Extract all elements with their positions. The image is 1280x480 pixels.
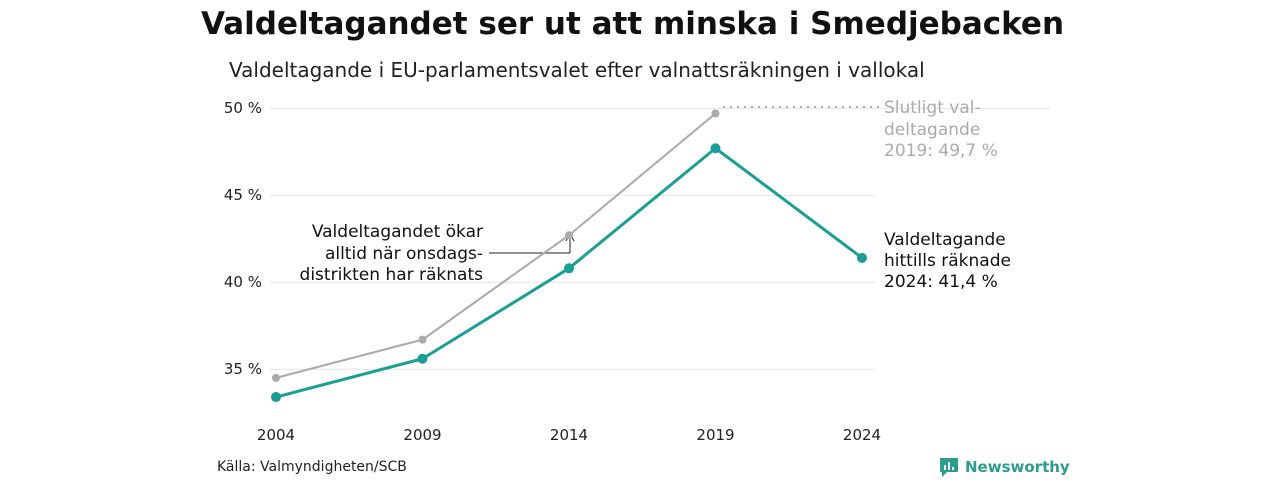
annotation-final-line-2: deltagande: [884, 120, 980, 140]
x-axis-ticks: 2004 2009 2014 2019 2024: [257, 426, 881, 444]
data-point-final: [565, 231, 573, 240]
annotation-note-line-1: Valdeltagandet ökar: [312, 222, 483, 242]
x-tick-label: 2014: [550, 426, 588, 444]
annotation-note-line-2: alltid när onsdags-: [325, 244, 483, 264]
annotation-note-line-3: distrikten har räknats: [300, 265, 484, 285]
series-line-final: [275, 112, 717, 379]
x-tick-label: 2019: [696, 426, 734, 444]
source-note: Källa: Valmyndigheten/SCB: [217, 459, 407, 475]
data-point-current: [271, 392, 281, 403]
annotation-final-line-3: 2019: 49,7 %: [884, 141, 998, 161]
annotation-final-line-1: Slutligt val-: [884, 98, 981, 118]
y-tick-label: 45 %: [224, 186, 262, 204]
chart-title: Valdeltagandet ser ut att minska i Smedj…: [200, 6, 1065, 42]
brand-name: Newsworthy: [965, 458, 1070, 476]
y-tick-label: 35 %: [224, 360, 262, 378]
data-point-final: [272, 373, 280, 382]
newsworthy-logo-icon: [940, 458, 958, 477]
brand-logo[interactable]: Newsworthy: [938, 456, 1070, 478]
chart-subtitle: Valdeltagande i EU-parlamentsvalet efter…: [229, 58, 925, 82]
data-point-final: [711, 109, 720, 118]
y-tick-label: 50 %: [224, 99, 262, 117]
annotation-current-line-2: hittills räknade: [884, 251, 1011, 271]
data-point-current: [564, 263, 574, 274]
x-tick-label: 2024: [843, 426, 881, 444]
data-point-final: [418, 335, 427, 344]
annotation-current-line-3: 2024: 41,4 %: [884, 272, 998, 292]
y-axis-ticks: 35 % 40 % 45 % 50 %: [224, 99, 262, 378]
y-tick-label: 40 %: [224, 273, 262, 291]
data-point-current: [417, 353, 428, 364]
annotation-current-line-1: Valdeltagande: [884, 230, 1006, 250]
x-tick-label: 2004: [257, 426, 295, 444]
x-tick-label: 2009: [403, 426, 441, 444]
series-group: [271, 109, 867, 403]
data-point-current: [710, 143, 721, 154]
grid-lines: [270, 107, 1050, 370]
data-point-current: [857, 252, 867, 263]
